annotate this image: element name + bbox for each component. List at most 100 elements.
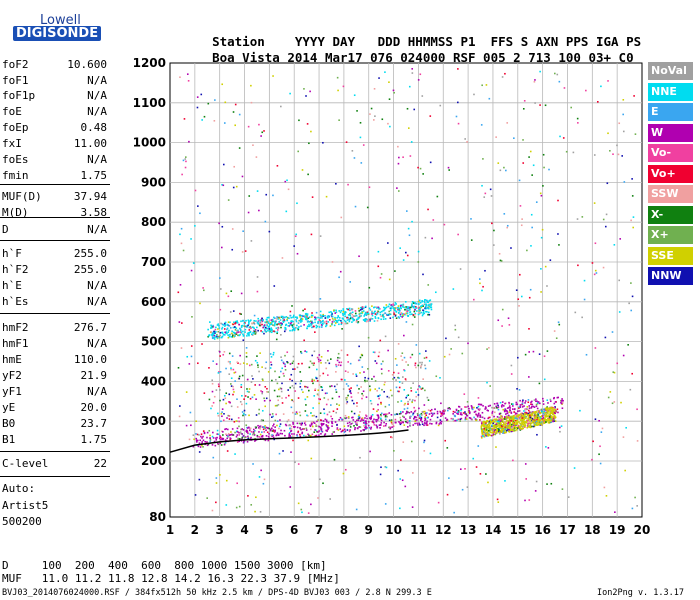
- noise-echo-point: [301, 169, 304, 171]
- spread-echo-point: [345, 402, 348, 405]
- noise-echo-point: [543, 166, 545, 169]
- echo-point: [508, 415, 511, 418]
- spread-echo-point: [234, 380, 236, 382]
- echo-point: [546, 399, 549, 402]
- echo-point: [266, 431, 269, 434]
- noise-echo-point: [557, 321, 560, 324]
- hdr-label-pps: PPS: [565, 34, 589, 49]
- echo-point: [540, 415, 542, 418]
- noise-echo-point: [583, 298, 586, 301]
- spread-echo-point: [251, 375, 253, 377]
- spread-echo-point: [356, 384, 359, 387]
- echo-point: [322, 319, 324, 322]
- noise-echo-point: [411, 72, 414, 74]
- echo-point: [342, 314, 345, 317]
- noise-echo-point: [380, 273, 383, 275]
- echo-point: [311, 421, 314, 424]
- echo-point: [317, 425, 320, 427]
- echo-point: [232, 334, 234, 337]
- echo-point: [239, 331, 241, 333]
- noise-echo-point: [260, 135, 262, 137]
- echo-point: [293, 323, 295, 326]
- echo-point: [492, 431, 494, 434]
- noise-echo-point: [505, 169, 507, 172]
- spread-echo-point: [419, 387, 422, 390]
- noise-echo-point: [631, 372, 634, 375]
- echo-point: [514, 423, 516, 426]
- echo-point: [325, 424, 328, 426]
- echo-point: [308, 434, 310, 437]
- noise-echo-point: [247, 495, 249, 497]
- noise-echo-point: [252, 463, 254, 465]
- echo-point: [514, 416, 517, 418]
- echo-point: [263, 328, 266, 331]
- spread-echo-point: [297, 397, 300, 399]
- echo-point: [507, 416, 510, 419]
- echo-point: [206, 436, 208, 439]
- spread-echo-point: [289, 363, 292, 365]
- noise-echo-point: [221, 183, 223, 186]
- echo-point: [506, 416, 508, 418]
- spread-echo-point: [410, 390, 413, 392]
- noise-echo-point: [240, 313, 242, 315]
- echo-point: [221, 335, 224, 338]
- echo-point: [379, 311, 382, 314]
- noise-echo-point: [262, 482, 265, 485]
- echo-point: [262, 426, 264, 428]
- noise-echo-point: [231, 228, 234, 230]
- echo-point: [280, 322, 282, 324]
- noise-echo-point: [342, 85, 345, 88]
- echo-point: [311, 326, 313, 329]
- spread-echo-point: [376, 389, 378, 392]
- echo-point: [367, 319, 370, 321]
- echo-point: [318, 434, 320, 437]
- noise-echo-point: [215, 477, 218, 479]
- echo-point: [543, 422, 546, 424]
- echo-point: [531, 419, 534, 422]
- echo-point: [526, 413, 528, 415]
- noise-echo-point: [342, 472, 345, 475]
- echo-point: [221, 430, 223, 433]
- echo-point: [229, 321, 231, 324]
- noise-echo-point: [282, 450, 284, 452]
- echo-point: [484, 406, 487, 408]
- echo-point: [448, 407, 451, 409]
- echo-point: [553, 414, 556, 417]
- echo-point: [249, 330, 252, 333]
- spread-echo-point: [388, 396, 390, 399]
- noise-echo-point: [613, 244, 616, 246]
- noise-echo-point: [309, 90, 311, 93]
- spread-echo-point: [378, 397, 380, 400]
- spread-echo-point: [258, 408, 260, 411]
- spread-echo-point: [304, 398, 307, 401]
- spread-echo-point: [257, 366, 259, 369]
- spread-echo-point: [330, 404, 332, 406]
- spread-echo-point: [403, 408, 406, 410]
- echo-point: [406, 411, 409, 413]
- echo-point: [227, 435, 230, 438]
- echo-point: [422, 410, 425, 413]
- noise-echo-point: [600, 85, 602, 88]
- noise-echo-point: [515, 289, 518, 291]
- noise-echo-point: [256, 276, 259, 278]
- echo-point: [213, 330, 215, 333]
- echo-point: [531, 411, 534, 413]
- panel-divider: [0, 451, 110, 452]
- echo-point: [550, 416, 552, 418]
- noise-echo-point: [224, 101, 227, 104]
- echo-point: [207, 335, 210, 338]
- echo-point: [398, 421, 400, 423]
- echo-point: [358, 312, 361, 315]
- noise-echo-point: [498, 252, 501, 255]
- echo-point: [288, 317, 290, 320]
- echo-point: [301, 318, 304, 320]
- noise-echo-point: [466, 141, 468, 143]
- echo-point: [321, 317, 323, 319]
- param-value: N/A: [87, 337, 107, 350]
- echo-point: [523, 410, 525, 412]
- noise-echo-point: [252, 144, 254, 146]
- spread-echo-point: [266, 391, 268, 393]
- echo-point: [342, 308, 345, 310]
- x-tick-label: 14: [485, 523, 502, 537]
- echo-point: [400, 304, 402, 307]
